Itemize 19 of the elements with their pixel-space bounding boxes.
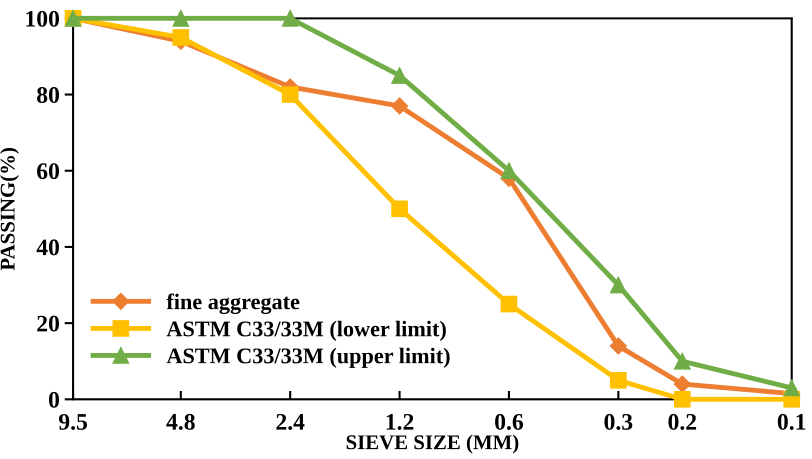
y-tick-label: 40 [36,239,59,256]
y-tick-label: 60 [37,163,59,180]
legend-label: ASTM C33/33M (lower limit) [166,320,446,341]
legend-label: ASTM C33/33M (upper limit) [166,348,450,368]
x-tick-label: 1.2 [386,414,414,430]
y-tick-label: 80 [37,87,59,103]
x-tick-label: 0.6 [495,414,524,430]
y-tick-label: 20 [37,316,59,332]
y-tick-label: 100 [26,10,59,27]
x-tick-label: 0.3 [604,414,632,430]
y-axis-title: PASSING(%) [0,148,19,270]
x-tick-label: 0.2 [668,414,696,430]
y-tick-label: 0 [48,392,59,408]
x-tick-label: 4.8 [166,414,195,430]
x-axis-title: SIEVE SIZE (MM) [346,434,518,454]
x-tick-label: 9.5 [58,414,87,430]
x-tick-label: 2.4 [276,414,305,430]
legend-label: fine aggregate [166,293,300,314]
x-tick-label: 0.1 [778,414,806,430]
